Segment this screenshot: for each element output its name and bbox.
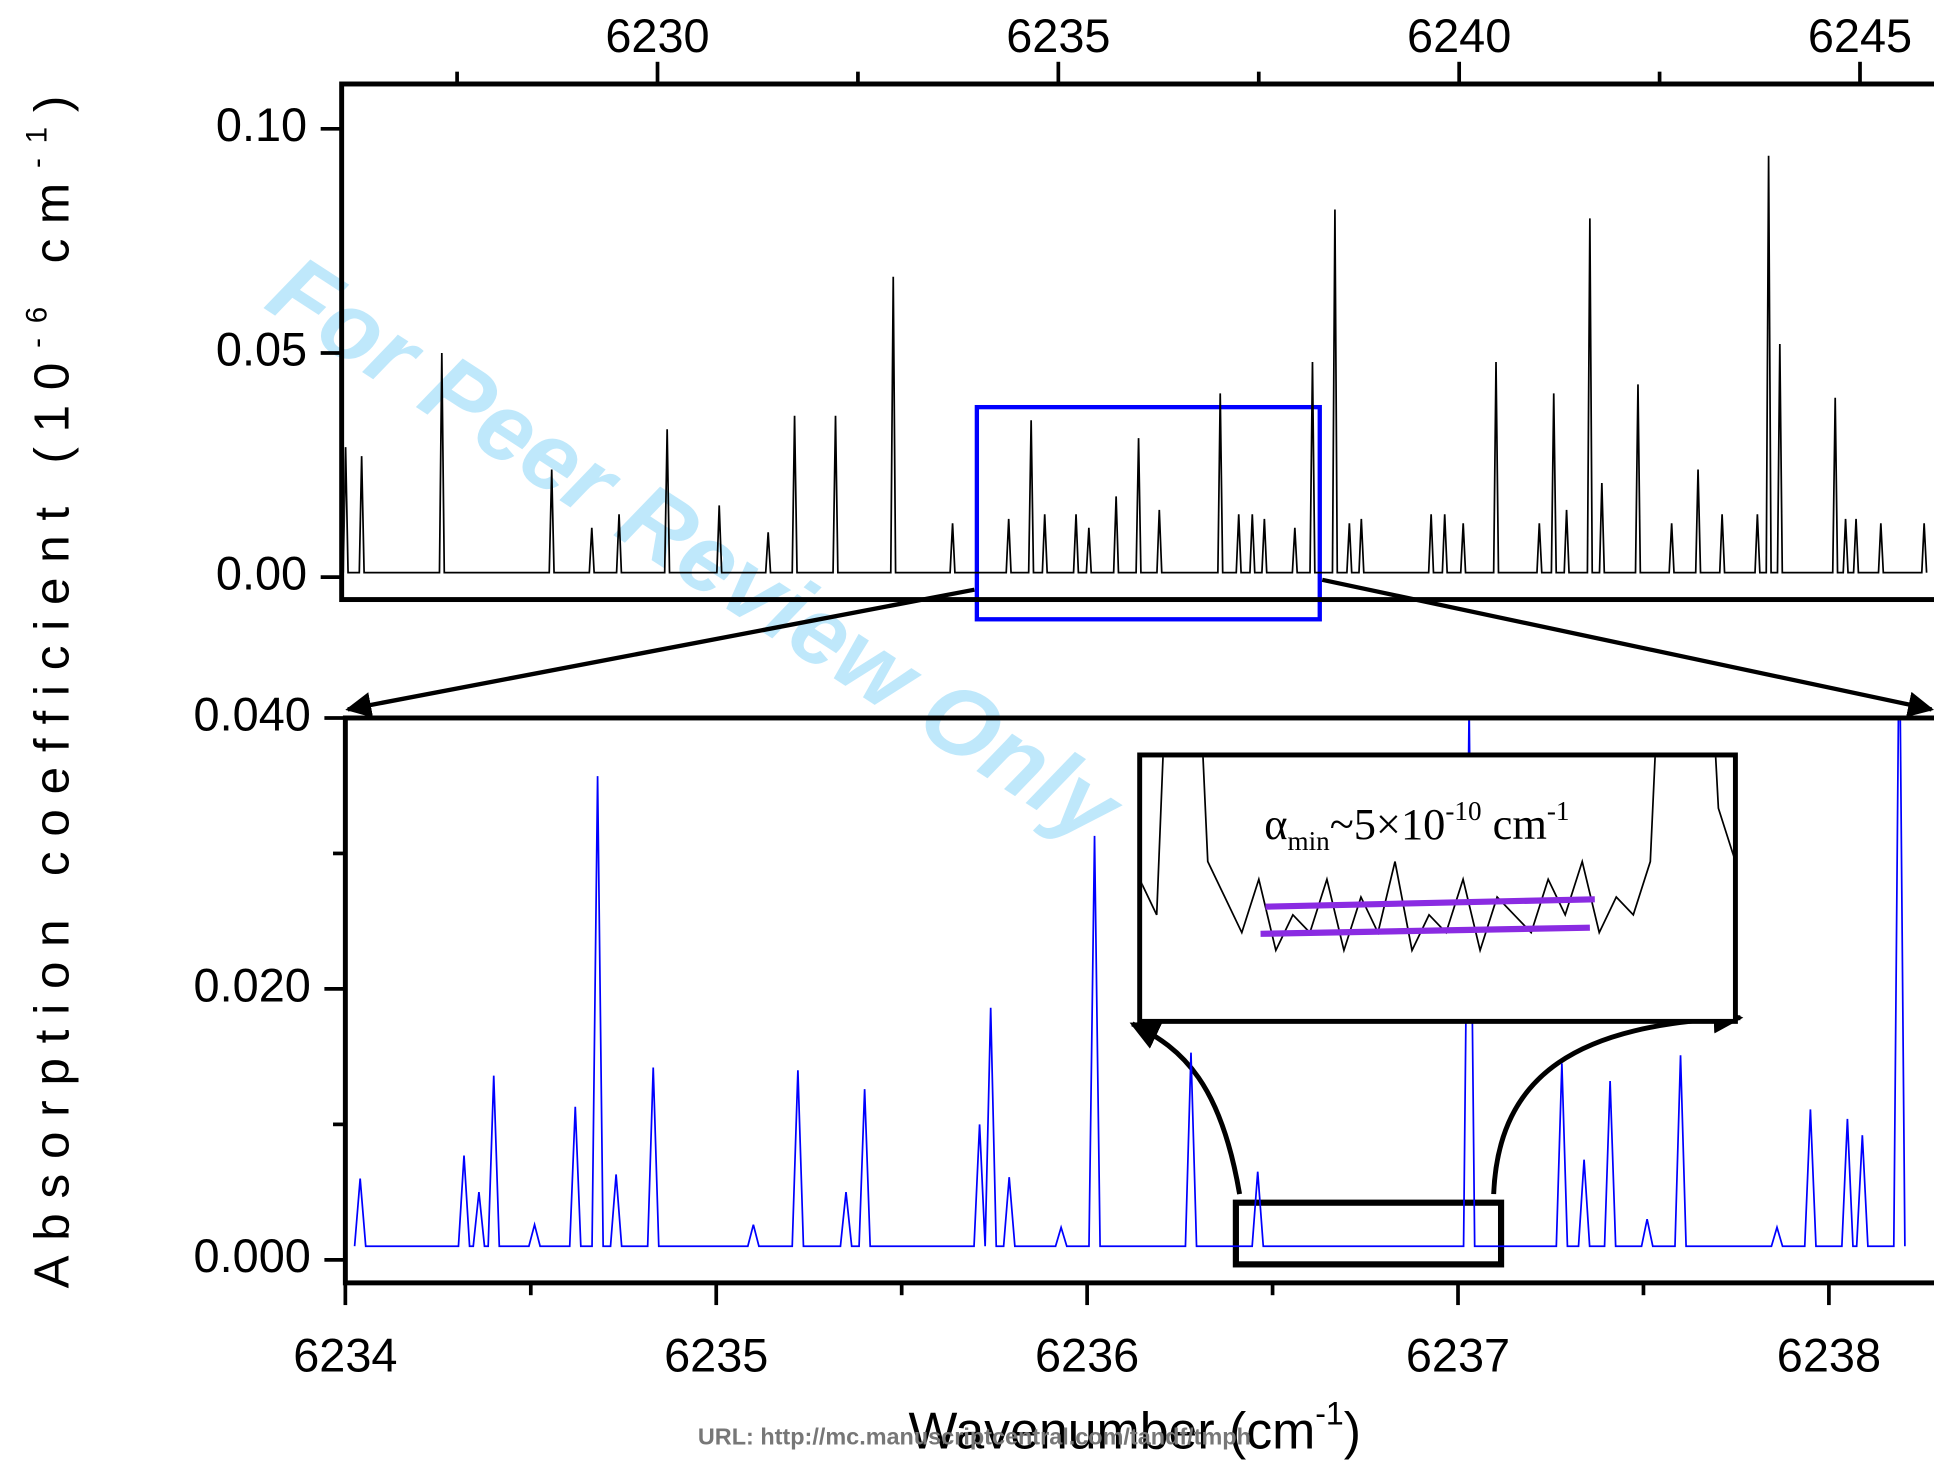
inset-region-box <box>1232 1199 1505 1268</box>
y-tick-label: 0.05 <box>216 323 307 375</box>
y-axis-label-part: -1 <box>21 112 54 168</box>
y-tick-label: 0.040 <box>194 688 311 740</box>
annotation-part: min <box>1288 826 1331 856</box>
x-tick-label: 6240 <box>1407 10 1511 62</box>
y-axis-label-part: ) <box>25 81 80 112</box>
spectrum-line <box>1142 757 1733 954</box>
level-line <box>1260 924 1590 937</box>
spectrum-line <box>344 155 1928 574</box>
plot-frame <box>1137 752 1738 1024</box>
inset-arrow <box>1491 1003 1744 1195</box>
annotation: αmin~5×10-10 cm-1 <box>1264 796 1569 856</box>
plots: 0.00 0.05 0.10 6230 6235 6240 6245 0.000 0.020 0.… <box>21 10 1934 1459</box>
x-tick-label: 6237 <box>1406 1330 1510 1382</box>
annotation-part: cm <box>1482 799 1547 849</box>
y-axis-label-part: cm <box>25 168 80 292</box>
watermark: For Peer Review Only <box>251 235 1142 866</box>
y-axis-label: Absorption coefficient (10-6 cm-1) <box>21 81 80 1289</box>
spectrum-line <box>353 720 1906 1248</box>
zoom-arrow <box>345 587 975 718</box>
annotation-part: α <box>1264 799 1287 849</box>
y-tick-label: 0.10 <box>216 99 307 151</box>
footer-url: URL: http://mc.manuscriptcentral.com/tan… <box>698 1423 1251 1449</box>
y-tick-label: 0.000 <box>194 1230 311 1282</box>
level-line <box>1265 896 1595 910</box>
x-axis-label-part: -1 <box>1315 1396 1344 1432</box>
x-axis-label-part: ) <box>1344 1401 1361 1459</box>
y-tick-label: 0.020 <box>194 959 311 1011</box>
y-axis-label-part: Absorption coefficient (10 <box>25 348 80 1289</box>
x-tick-label: 6234 <box>293 1330 397 1382</box>
y-axis-label-part: -6 <box>21 292 54 348</box>
x-tick-label: 6235 <box>664 1330 768 1382</box>
annotation-part: -10 <box>1445 796 1481 826</box>
x-axis-label: Wavenumber (cm-1) <box>908 1396 1361 1459</box>
inset-background <box>1139 754 1736 1022</box>
annotation-part: -1 <box>1547 796 1570 826</box>
x-axis-label-part: Wavenumber (cm <box>908 1401 1315 1459</box>
x-tick-label: 6235 <box>1006 10 1110 62</box>
y-tick-label: 0.00 <box>216 548 307 600</box>
x-tick-label: 6236 <box>1035 1330 1139 1382</box>
x-tick-label: 6245 <box>1808 10 1912 62</box>
inset-arrow <box>1129 1021 1243 1195</box>
annotation-part: ~5×10 <box>1330 799 1446 849</box>
plot-frame <box>339 81 1934 603</box>
plot-frame <box>342 715 1934 1286</box>
zoom-box <box>974 404 1322 622</box>
x-tick-label: 6238 <box>1777 1330 1881 1382</box>
x-tick-label: 6230 <box>605 10 709 62</box>
